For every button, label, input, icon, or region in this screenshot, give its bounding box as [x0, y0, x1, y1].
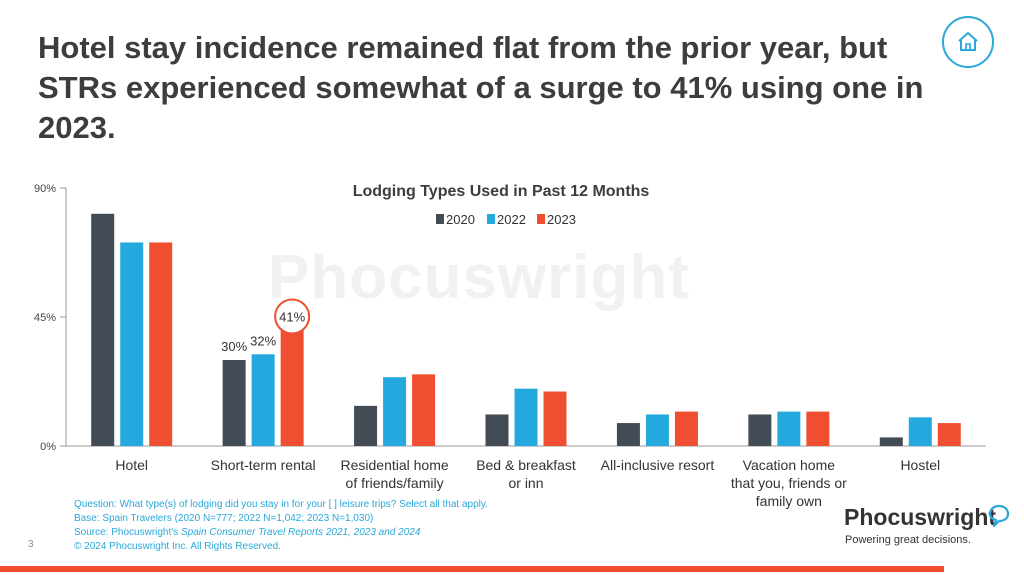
phocuswright-logo: Phocuswright Powering great decisions.	[844, 504, 1014, 550]
x-tick-label: that you, friends or	[731, 475, 847, 491]
y-tick-label: 45%	[34, 312, 56, 324]
home-icon	[958, 32, 978, 51]
data-label-highlight-circle	[274, 298, 311, 335]
bar-2023-1	[280, 328, 304, 446]
x-tick-label: Hostel	[900, 457, 940, 473]
legend-swatch-2020	[436, 214, 444, 224]
x-tick-label: Short-term rental	[211, 457, 316, 473]
bar-2020-6	[879, 437, 903, 446]
bar-2023-0	[149, 242, 173, 446]
footnote-source-prefix: Source: Phocuswright's	[74, 527, 181, 538]
y-tick-label: 90%	[34, 183, 56, 195]
page-number: 3	[28, 539, 34, 550]
footnote-source: Source: Phocuswright's Spain Consumer Tr…	[74, 526, 488, 540]
bar-2020-2	[354, 405, 378, 446]
bar-2020-1	[222, 360, 246, 446]
bar-2023-4	[674, 411, 698, 446]
bar-2022-6	[908, 417, 932, 446]
data-label: 32%	[250, 333, 276, 348]
bar-2022-2	[383, 377, 407, 446]
footnote-copyright: © 2024 Phocuswright Inc. All Rights Rese…	[74, 541, 281, 552]
x-tick-label: Hotel	[115, 457, 148, 473]
x-tick-label: of friends/family	[346, 475, 444, 491]
legend-swatch-2022	[487, 214, 495, 224]
legend-swatch-2023	[537, 214, 545, 224]
legend-label-2020: 2020	[446, 212, 475, 227]
bar-2022-5	[777, 411, 801, 446]
bar-2023-5	[806, 411, 830, 446]
bar-2022-4	[645, 414, 669, 446]
x-tick-label: Residential home	[340, 457, 448, 473]
footnotes: Question: What type(s) of lodging did yo…	[74, 498, 488, 554]
x-tick-label: Vacation home	[743, 457, 836, 473]
logo-tagline: Powering great decisions.	[845, 534, 971, 546]
footnote-base: Base: Spain Travelers (2020 N=777; 2022 …	[74, 513, 374, 524]
speech-bubble-icon	[988, 504, 1010, 528]
legend-label-2023: 2023	[547, 212, 576, 227]
data-label: 30%	[221, 339, 247, 354]
slide-title: Hotel stay incidence remained flat from …	[38, 30, 924, 145]
x-tick-label: family own	[756, 493, 822, 509]
bar-2022-0	[120, 242, 144, 446]
logo-wordmark: Phocuswright	[844, 504, 997, 530]
bar-2020-4	[616, 423, 640, 446]
bar-2023-6	[937, 423, 961, 446]
footnote-question: Question: What type(s) of lodging did yo…	[74, 499, 488, 510]
x-tick-label: or inn	[508, 475, 543, 491]
footnote-source-title: Spain Consumer Travel Reports 2021, 2023…	[180, 527, 421, 538]
y-tick-label: 0%	[40, 441, 56, 453]
home-button[interactable]	[942, 16, 994, 68]
x-tick-label: All-inclusive resort	[601, 457, 715, 473]
bar-2020-5	[748, 414, 772, 446]
bar-2022-1	[251, 354, 275, 446]
bar-2020-0	[91, 213, 115, 446]
chart-title: Lodging Types Used in Past 12 Months	[353, 183, 650, 200]
legend-label-2022: 2022	[497, 212, 526, 227]
bar-2023-2	[412, 374, 436, 446]
bottom-accent-bar	[0, 566, 944, 572]
data-label: 41%	[279, 309, 305, 324]
bar-2022-3	[514, 388, 538, 446]
bar-2023-3	[543, 391, 567, 446]
lodging-bar-chart: Lodging Types Used in Past 12 Months 2020…	[34, 183, 986, 509]
bar-2020-3	[485, 414, 509, 446]
x-tick-label: Bed & breakfast	[476, 457, 576, 473]
